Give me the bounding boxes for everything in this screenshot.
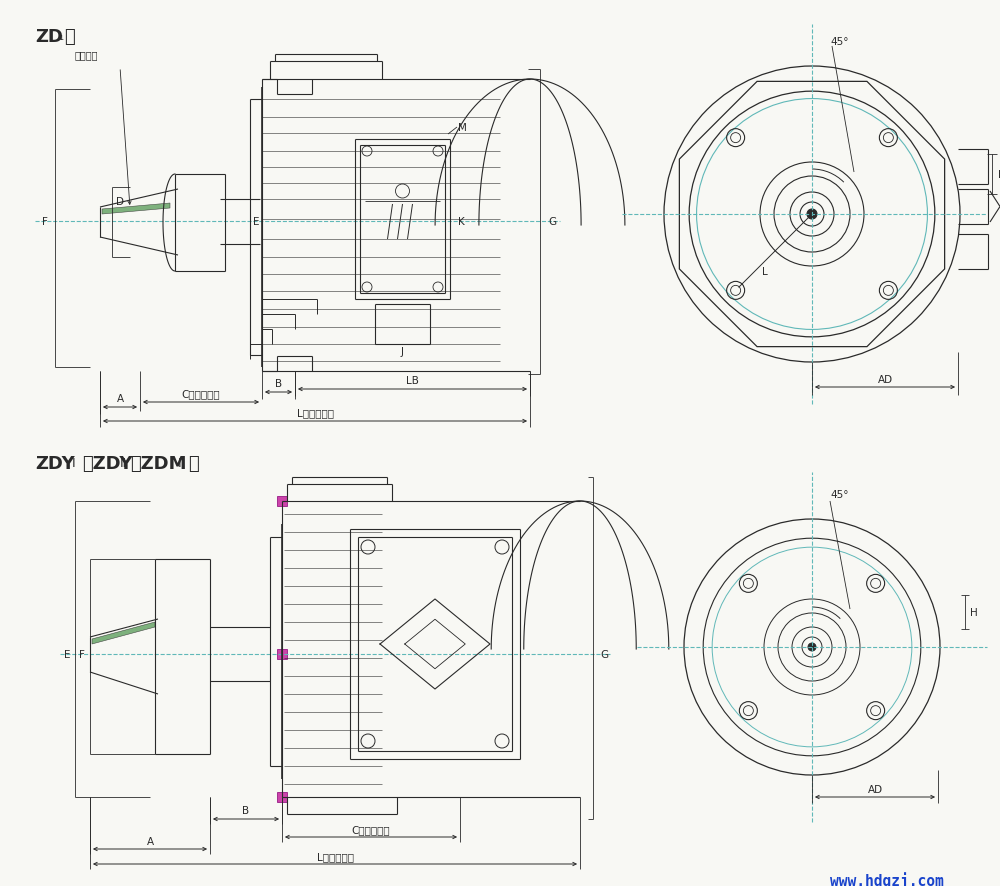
Text: ₁: ₁	[58, 30, 63, 43]
Text: B: B	[275, 378, 282, 389]
Text: 45°: 45°	[830, 489, 848, 500]
Text: ZDY: ZDY	[35, 455, 75, 472]
Text: C（工作时）: C（工作时）	[182, 389, 220, 399]
Text: G: G	[600, 649, 608, 659]
Text: G: G	[548, 217, 556, 227]
Text: www.hdqzj.com: www.hdqzj.com	[830, 871, 944, 886]
Text: M: M	[458, 123, 467, 133]
Text: 轴伸花键: 轴伸花键	[75, 50, 99, 60]
Circle shape	[807, 210, 817, 220]
Text: 型: 型	[64, 28, 75, 46]
Polygon shape	[92, 622, 155, 644]
Text: 45°: 45°	[830, 37, 848, 47]
Polygon shape	[102, 204, 170, 214]
Text: AD: AD	[877, 375, 893, 385]
Text: E: E	[64, 649, 70, 659]
Text: L（工作时）: L（工作时）	[297, 408, 334, 417]
Text: D: D	[116, 197, 124, 206]
Text: B: B	[242, 805, 250, 815]
Text: F: F	[79, 649, 85, 659]
Text: 型: 型	[188, 455, 199, 472]
Bar	[277, 649, 287, 659]
Text: Ⅱ: Ⅱ	[120, 456, 126, 470]
Text: LB: LB	[406, 376, 419, 385]
Bar	[277, 792, 287, 802]
Text: H: H	[998, 170, 1000, 180]
Text: K: K	[458, 217, 465, 227]
Text: L: L	[762, 267, 768, 276]
Text: E: E	[253, 217, 259, 227]
Text: ZD: ZD	[35, 28, 63, 46]
Text: A: A	[116, 393, 124, 403]
Text: Ⅰ: Ⅰ	[178, 456, 182, 470]
Text: 、ZDM: 、ZDM	[130, 455, 187, 472]
Text: AD: AD	[867, 784, 883, 794]
Text: Ⅰ: Ⅰ	[72, 456, 76, 470]
Bar	[277, 496, 287, 507]
Text: 、ZDY: 、ZDY	[82, 455, 133, 472]
Text: H: H	[970, 607, 978, 618]
Text: A: A	[146, 836, 154, 846]
Text: L（工作时）: L（工作时）	[317, 851, 354, 861]
Text: F: F	[42, 217, 48, 227]
Text: C（工作时）: C（工作时）	[352, 824, 390, 834]
Text: J: J	[401, 346, 404, 356]
Circle shape	[808, 643, 816, 651]
